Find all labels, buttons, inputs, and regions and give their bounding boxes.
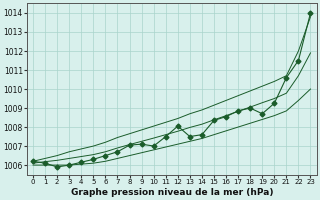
X-axis label: Graphe pression niveau de la mer (hPa): Graphe pression niveau de la mer (hPa) xyxy=(70,188,273,197)
